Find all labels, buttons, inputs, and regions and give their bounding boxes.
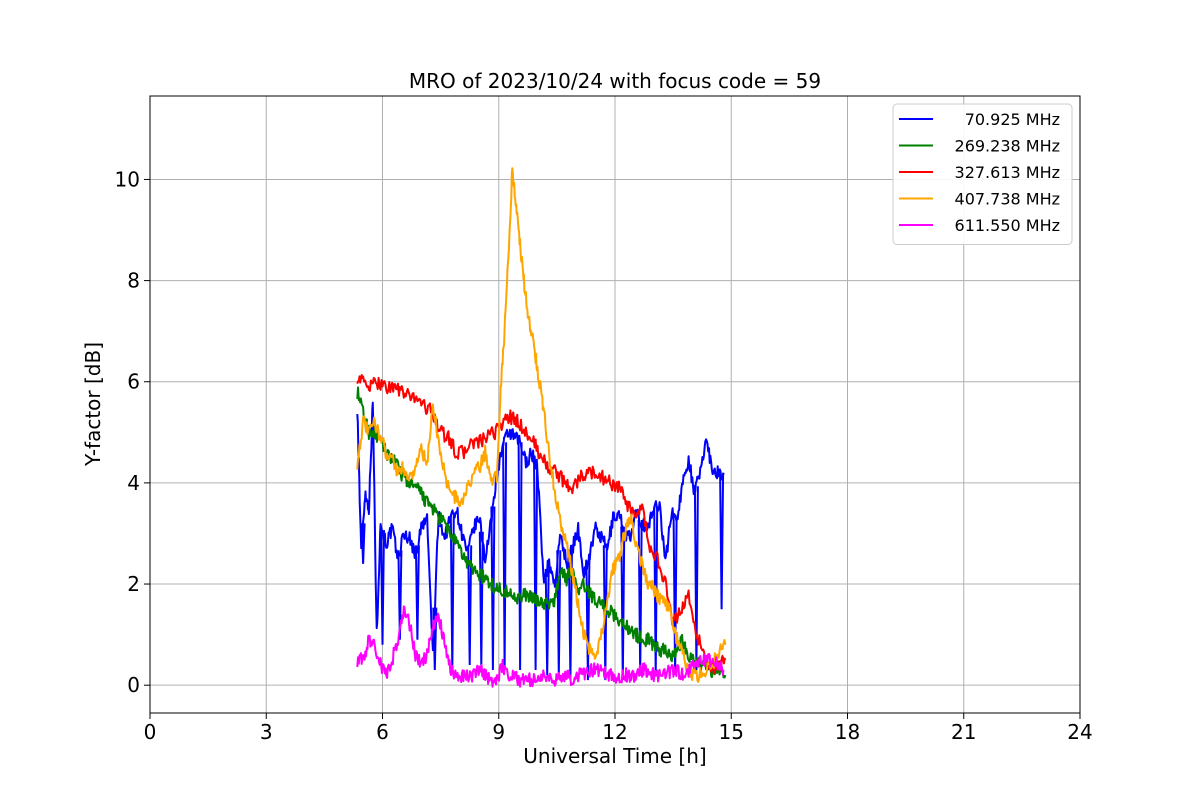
x-tick-label: 0 <box>144 720 157 744</box>
legend-entry: 327.613 MHz <box>955 163 1060 182</box>
x-axis-label: Universal Time [h] <box>523 744 706 768</box>
y-tick-label: 8 <box>127 269 140 293</box>
series-line <box>356 605 725 688</box>
y-axis: 0 2 4 6 8 10 <box>115 167 150 697</box>
series-dip <box>397 550 403 640</box>
series-dip <box>490 506 496 671</box>
x-tick-label: 24 <box>1067 720 1092 744</box>
x-tick-label: 21 <box>951 720 976 744</box>
series-dip <box>693 486 699 671</box>
legend-entry: 611.550 MHz <box>955 216 1060 235</box>
y-axis-label: Y-factor [dB] <box>81 342 105 467</box>
legend-entry: 407.738 MHz <box>955 190 1060 209</box>
series-dip <box>360 523 366 564</box>
chart-title: MRO of 2023/10/24 with focus code = 59 <box>409 69 821 93</box>
series-dip <box>533 462 539 671</box>
series-dip <box>585 560 591 681</box>
series-dip <box>467 545 473 666</box>
x-tick-label: 12 <box>602 720 627 744</box>
y-tick-label: 2 <box>127 572 140 596</box>
series-layer <box>356 167 727 688</box>
x-tick-label: 3 <box>260 720 273 744</box>
legend-entry: 269.238 MHz <box>955 137 1060 156</box>
series-dip <box>380 530 385 645</box>
y-tick-label: 0 <box>127 673 140 697</box>
series-line <box>356 401 725 652</box>
x-tick-label: 18 <box>835 720 860 744</box>
x-tick-label: 6 <box>376 720 389 744</box>
series-dip <box>602 545 608 681</box>
legend: 70.925 MHz 269.238 MHz 327.613 MHz 407.738 … <box>892 103 1073 245</box>
y-tick-label: 4 <box>127 471 140 495</box>
series-line <box>356 374 727 675</box>
x-tick-label: 9 <box>492 720 505 744</box>
series-dip <box>719 472 725 610</box>
x-tick-label: 15 <box>719 720 744 744</box>
legend-box <box>892 103 1073 245</box>
series-dip <box>672 516 678 676</box>
legend-entry: 70.925 MHz <box>965 110 1060 129</box>
series-dip <box>414 545 420 640</box>
y-tick-label: 6 <box>127 370 140 394</box>
series-dip <box>517 442 523 671</box>
x-axis: 0 3 6 9 12 15 18 21 24 <box>144 713 1093 744</box>
series-line <box>356 386 727 679</box>
series-line <box>356 167 727 683</box>
y-tick-label: 10 <box>115 167 140 191</box>
